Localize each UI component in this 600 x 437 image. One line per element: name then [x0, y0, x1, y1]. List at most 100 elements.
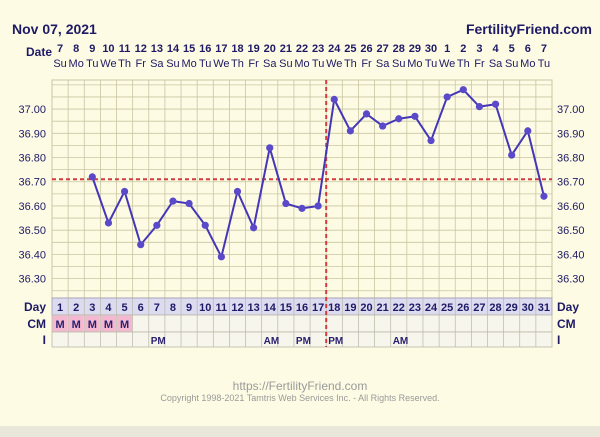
date-label: 15	[183, 43, 195, 55]
temperature-point	[153, 221, 161, 229]
weekday-label: Sa	[489, 58, 503, 70]
day-number: 31	[538, 302, 550, 314]
y-tick-label-right: 36.30	[557, 274, 585, 286]
temperature-point	[233, 187, 242, 196]
weekday-label: Mo	[294, 58, 309, 70]
y-tick-label-right: 36.70	[557, 177, 585, 189]
y-tick-label-right: 37.00	[557, 104, 585, 116]
day-number: 5	[122, 302, 128, 314]
cm-row-label-left: CM	[27, 317, 46, 331]
date-label: 13	[151, 43, 163, 55]
temperature-point	[411, 112, 419, 120]
date-label: 27	[377, 43, 389, 55]
y-tick-label-left: 36.80	[18, 153, 46, 165]
day-number: 9	[186, 302, 192, 314]
day-number: 14	[264, 302, 277, 314]
day-number: 17	[312, 302, 324, 314]
intercourse-mark: PM	[328, 336, 343, 347]
temperature-point	[185, 199, 193, 208]
weekday-label: Fr	[136, 58, 147, 70]
date-label: 18	[231, 43, 243, 55]
date-row-label: Date	[26, 45, 52, 59]
day-number: 7	[154, 302, 160, 314]
temperature-point	[524, 127, 532, 135]
date-label: 21	[280, 43, 292, 55]
temperature-point	[330, 95, 338, 103]
y-tick-label-left: 36.90	[18, 128, 46, 140]
temperature-point	[459, 86, 467, 94]
y-tick-label-left: 36.50	[18, 225, 46, 237]
day-number: 4	[105, 302, 112, 314]
temperature-point	[88, 173, 96, 181]
cm-cell	[68, 315, 84, 332]
day-number: 18	[328, 302, 340, 314]
weekday-label: Tu	[538, 58, 550, 70]
footer-copyright: Copyright 1998-2021 Tamtris Web Services…	[160, 393, 440, 403]
cm-cell	[100, 315, 117, 332]
day-row-label-right: Day	[557, 300, 579, 314]
weekday-label: Su	[505, 58, 518, 70]
y-tick-label-left: 37.00	[18, 104, 46, 116]
temperature-point	[104, 219, 113, 227]
date-label: 10	[102, 43, 114, 55]
y-tick-label-left: 36.30	[18, 274, 46, 286]
date-label: 20	[264, 43, 276, 55]
temperature-point	[443, 93, 451, 101]
y-tick-label-right: 36.50	[557, 225, 585, 237]
day-number: 21	[377, 302, 389, 314]
weekday-label: Su	[279, 58, 292, 70]
y-tick-label-left: 36.70	[18, 177, 46, 189]
date-label: 11	[119, 43, 131, 55]
temperature-grid	[51, 79, 553, 299]
day-number: 8	[170, 302, 176, 314]
i-row-label-left: I	[43, 333, 46, 347]
date-label: 2	[460, 43, 466, 55]
date-label: 28	[393, 43, 405, 55]
intercourse-mark: PM	[296, 336, 311, 347]
footer-url[interactable]: https://FertilityFriend.com	[232, 379, 368, 393]
temperature-point	[491, 100, 500, 108]
date-label: 24	[328, 43, 341, 55]
date-label: 22	[296, 43, 308, 55]
date-label: 26	[360, 43, 372, 55]
day-number: 26	[457, 302, 469, 314]
temperature-point	[508, 151, 516, 159]
temperature-point	[201, 221, 209, 229]
y-tick-label-right: 36.80	[557, 153, 585, 165]
weekday-label: Mo	[407, 58, 422, 70]
temperature-point	[120, 187, 129, 196]
chart-date: Nov 07, 2021	[12, 21, 97, 37]
date-label: 6	[525, 43, 531, 55]
weekday-label: Sa	[150, 58, 164, 70]
temperature-point	[250, 224, 258, 232]
day-number: 3	[89, 302, 95, 314]
cm-cell	[84, 315, 100, 332]
weekday-label: Tu	[86, 58, 98, 70]
date-label: 17	[215, 43, 227, 55]
bottom-bar	[0, 426, 600, 437]
day-number: 28	[489, 302, 501, 314]
weekday-label: Su	[53, 58, 66, 70]
y-tick-label-right: 36.90	[557, 128, 585, 140]
day-number: 30	[522, 302, 534, 314]
date-label: 14	[167, 43, 180, 55]
temperature-point	[395, 115, 403, 123]
cm-row-label-right: CM	[557, 317, 576, 331]
cm-cell	[52, 315, 68, 332]
date-label: 5	[509, 43, 515, 55]
temperature-point	[266, 144, 274, 152]
day-number: 20	[360, 302, 372, 314]
weekday-label: Th	[344, 58, 357, 70]
temperature-point	[540, 192, 548, 200]
intercourse-mark: PM	[151, 336, 166, 347]
date-label: 23	[312, 43, 324, 55]
day-row-label-left: Day	[24, 300, 46, 314]
site-name[interactable]: FertilityFriend.com	[465, 21, 592, 37]
cm-mark: M	[55, 319, 64, 331]
cm-cell	[117, 315, 133, 332]
weekday-label: We	[326, 58, 342, 70]
cm-mark: M	[88, 319, 97, 331]
temperature-point	[362, 110, 371, 118]
